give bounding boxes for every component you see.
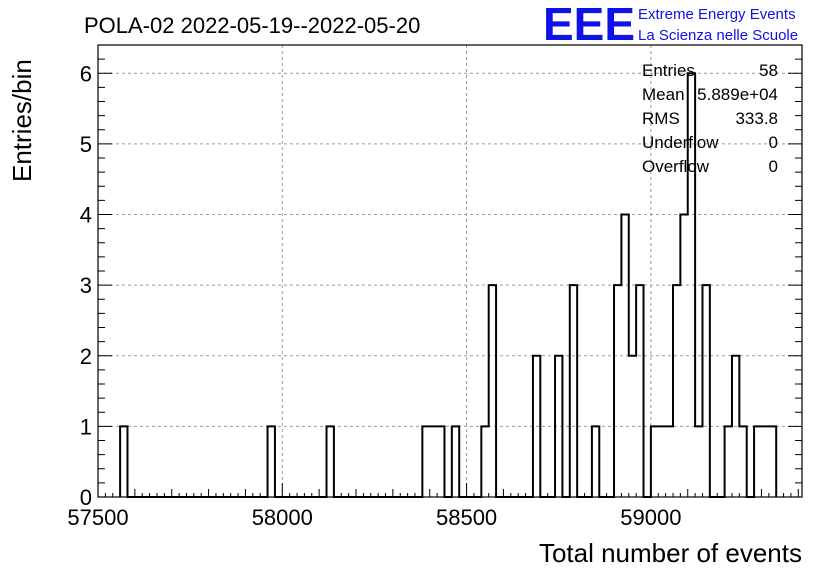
stat-value-3: 0 [769, 133, 778, 152]
stat-label-3: Underflow [642, 133, 719, 152]
stat-value-4: 0 [769, 157, 778, 176]
x-tick-label-58000: 58000 [252, 505, 313, 530]
y-tick-label-5: 5 [80, 132, 92, 157]
y-tick-label-2: 2 [80, 344, 92, 369]
eee-logo-line1: Extreme Energy Events [638, 6, 796, 23]
stat-label-4: Overflow [642, 157, 710, 176]
eee-logo-mark: EEE [543, 0, 635, 50]
chart-title: POLA-02 2022-05-19--2022-05-20 [84, 13, 420, 38]
eee-logo-line2: La Scienza nelle Scuole [638, 27, 798, 44]
axis-tick-labels: 57500 58000 58500 59000 0 1 2 3 4 5 6 [67, 61, 681, 530]
y-tick-label-1: 1 [80, 414, 92, 439]
eee-logo: EEE Extreme Energy Events La Scienza nel… [543, 0, 798, 50]
stat-value-2: 333.8 [735, 109, 778, 128]
stat-label-2: RMS [642, 109, 680, 128]
x-tick-label-57500: 57500 [67, 505, 128, 530]
stat-label-0: Entries [642, 61, 695, 80]
y-tick-label-3: 3 [80, 273, 92, 298]
stat-value-1: 5.889e+04 [697, 85, 778, 104]
plot-frame [97, 44, 803, 498]
y-tick-label-4: 4 [80, 203, 92, 228]
y-tick-label-6: 6 [80, 61, 92, 86]
axis-ticks [97, 44, 802, 498]
y-tick-label-0: 0 [80, 485, 92, 510]
x-tick-label-59000: 59000 [620, 505, 681, 530]
x-tick-label-58500: 58500 [436, 505, 497, 530]
statistics-box: Entries 58 Mean 5.889e+04 RMS 333.8 Underflow 0… [642, 61, 778, 176]
y-axis-title: Entries/bin [7, 59, 37, 182]
stat-label-1: Mean [642, 85, 685, 104]
stat-value-0: 58 [759, 61, 778, 80]
grid-lines [98, 45, 802, 497]
x-axis-title: Total number of events [539, 538, 802, 568]
